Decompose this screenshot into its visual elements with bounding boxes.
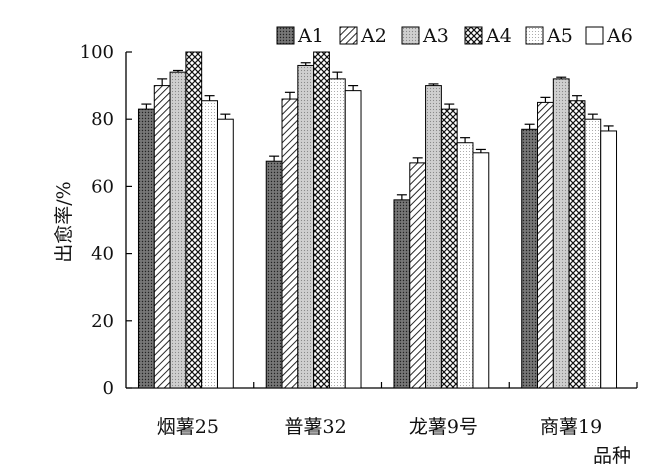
y-tick-label: 100: [80, 42, 114, 63]
y-axis-label: 出愈率/%: [53, 181, 75, 262]
bar-a5: [456, 142, 474, 389]
bar-a1: [137, 108, 155, 389]
legend-swatch-a4: [464, 26, 483, 45]
bar-a2: [409, 162, 427, 389]
bar-a4: [440, 108, 458, 389]
category-label: 普薯32: [285, 416, 347, 438]
y-tick-label: 60: [91, 176, 114, 197]
bar-a1: [521, 128, 539, 389]
bar-a5: [584, 118, 602, 389]
bar-a3: [297, 64, 315, 389]
bar-a3: [552, 78, 570, 389]
bar-a5: [328, 78, 346, 389]
legend-swatch-a1: [276, 26, 295, 45]
y-tick-label: 0: [103, 378, 114, 399]
legend-label-a2: A2: [360, 25, 387, 47]
bar-a3: [425, 85, 442, 389]
bar-a4: [313, 51, 330, 389]
legend-swatch-a2: [339, 26, 358, 45]
bar-a2: [281, 98, 299, 389]
category-labels: 烟薯25 普薯32 龙薯9号 商薯19: [157, 416, 602, 438]
category-label: 商薯19: [540, 416, 602, 438]
bar-a2: [153, 85, 171, 389]
legend-swatch-a3: [401, 26, 420, 45]
bars: [137, 51, 618, 389]
x-axis-label: 品种: [593, 445, 631, 467]
y-tick-label: 20: [91, 311, 114, 332]
bar-a6: [600, 130, 618, 389]
bar-a1: [265, 160, 283, 389]
legend-label-a4: A4: [485, 25, 512, 47]
legend-label-a3: A3: [422, 25, 449, 47]
bar-a4: [185, 51, 203, 389]
bar-a1: [393, 199, 411, 389]
legend-swatch-a5: [525, 26, 544, 45]
y-ticks: 0 20 40 60 80 100: [80, 42, 132, 399]
legend-label-a6: A6: [606, 25, 633, 47]
bar-a6: [216, 118, 234, 389]
bar-a3: [169, 71, 187, 389]
legend-label-a5: A5: [546, 25, 573, 47]
bar-a6: [472, 152, 490, 389]
bar-a5: [201, 100, 218, 389]
bar-a2: [537, 101, 554, 389]
bar-a6: [344, 90, 362, 389]
legend-label-a1: A1: [297, 25, 324, 47]
category-label: 烟薯25: [157, 416, 219, 438]
bar-a4: [568, 100, 586, 389]
y-tick-label: 80: [91, 109, 114, 130]
y-tick-label: 40: [91, 244, 114, 265]
legend: A1 A2 A3 A4 A5 A6: [276, 25, 633, 47]
category-label: 龙薯9号: [409, 416, 478, 438]
legend-swatch-a6: [585, 26, 604, 45]
